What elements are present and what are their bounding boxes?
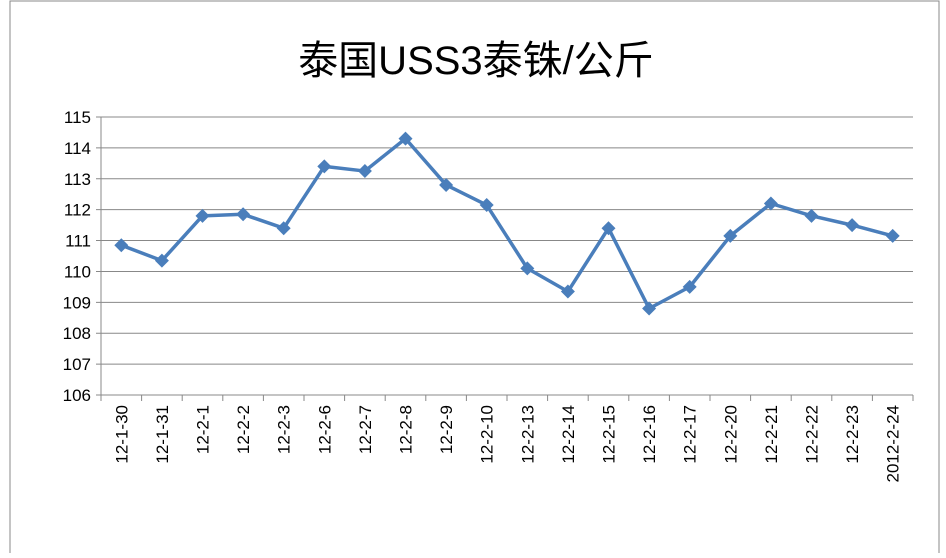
chart-border [9,0,940,558]
x-tick-label: 12-2-14 [559,405,578,464]
marker [357,164,372,179]
marker [276,221,291,236]
x-tick-label: 12-2-1 [194,405,213,454]
x-tick-label: 12-2-10 [478,405,497,464]
y-tick-label: 109 [63,293,91,312]
x-tick-label: 12-2-9 [437,405,456,454]
x-tick-label: 12-2-7 [356,405,375,454]
x-tick-label: 2012-2-24 [884,405,903,483]
x-tick-label: 12-1-30 [112,405,131,464]
marker [195,208,210,223]
marker [642,301,657,316]
x-tick-label: 12-2-21 [762,405,781,464]
x-tick-label: 12-2-16 [640,405,659,464]
y-tick-label: 107 [63,355,91,374]
chart-title: 泰国USS3泰铢/公斤 [298,39,654,83]
marker [845,218,860,233]
marker [479,198,494,213]
marker [236,207,251,222]
marker [601,221,616,236]
y-tick-label: 108 [63,324,91,343]
x-tick-label: 12-2-8 [397,405,416,454]
line [120,136,894,311]
x-tick-label: 12-2-2 [234,405,253,454]
y-tick-label: 114 [64,139,91,158]
marker [763,196,778,211]
marker [439,177,454,192]
y-tick-label: 110 [64,262,91,281]
y-tick-label: 106 [63,386,91,405]
x-tick-label: 12-2-17 [681,405,700,464]
marker [398,131,413,146]
x-tick-label: 12-2-20 [721,405,740,464]
x-tick-label: 12-1-31 [153,405,172,464]
marker [682,279,697,294]
x-tick-label: 12-2-22 [803,405,822,464]
marker [520,261,535,276]
x-tick-label: 12-2-6 [315,405,334,454]
x-tick-label: 12-2-23 [843,405,862,464]
marker [560,284,575,299]
y-tick-label: 115 [64,108,91,127]
y-tick-label: 112 [64,201,91,220]
x-tick-label: 12-2-15 [600,405,619,464]
marker [114,238,129,253]
marker [804,208,819,223]
marker [154,253,169,268]
x-tick-label: 12-2-3 [275,405,294,454]
y-tick-label: 113 [64,170,91,189]
x-tick-label: 12-2-13 [518,405,537,464]
marker [885,228,900,243]
marker [317,159,332,174]
marker [723,228,738,243]
y-tick-label: 111 [65,232,91,251]
